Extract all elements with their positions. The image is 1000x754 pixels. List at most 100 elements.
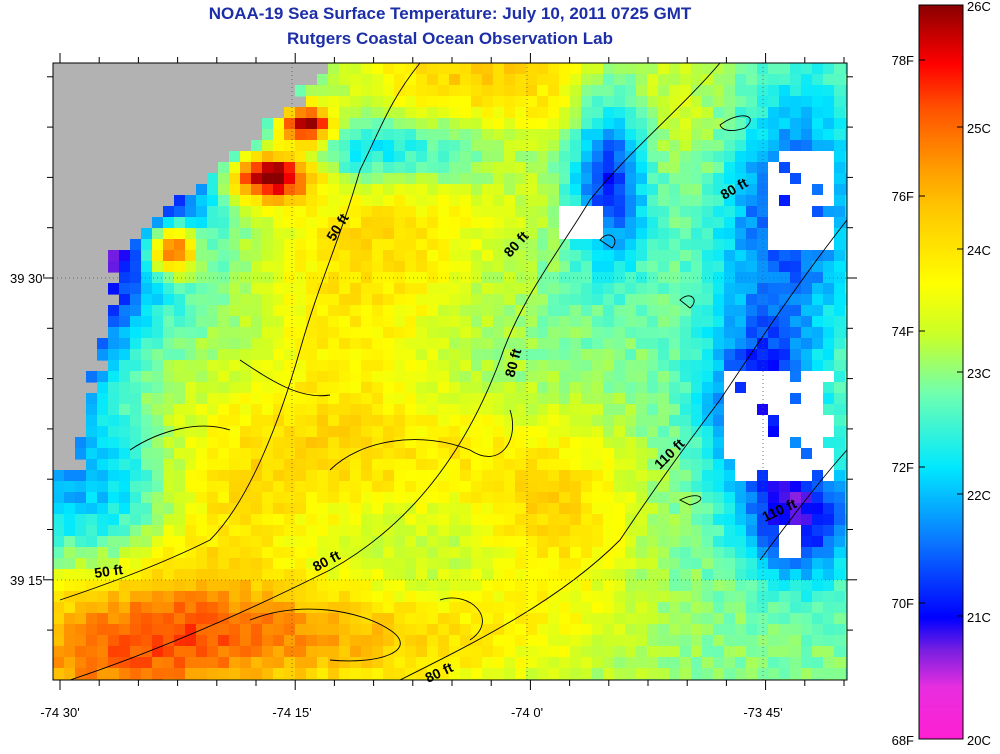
sst-cell: [570, 261, 582, 273]
sst-cell: [317, 349, 329, 361]
sst-cell: [746, 272, 758, 284]
sst-cell: [240, 371, 252, 383]
sst-cell: [383, 415, 395, 427]
sst-cell: [482, 162, 494, 174]
sst-cell: [746, 239, 758, 251]
sst-cell: [779, 536, 791, 548]
sst-cell: [570, 239, 582, 251]
sst-cell: [207, 591, 219, 603]
sst-cell: [823, 558, 835, 570]
sst-cell: [251, 646, 263, 658]
sst-cell: [691, 668, 703, 680]
sst-cell: [361, 327, 373, 339]
sst-cell: [768, 547, 780, 559]
sst-cell: [614, 129, 626, 141]
sst-cell: [372, 481, 384, 493]
celsius-label: 25C: [967, 121, 991, 136]
sst-cell: [845, 294, 847, 306]
fahrenheit-label: 78F: [892, 53, 914, 68]
depth-contour-line: [129, 425, 231, 451]
sst-cell: [669, 184, 681, 196]
sst-cell: [548, 217, 560, 229]
sst-cell: [262, 668, 274, 680]
sst-cell: [482, 580, 494, 592]
sst-cell: [119, 514, 131, 526]
sst-cell: [284, 360, 296, 372]
sst-cell: [768, 74, 780, 86]
sst-cell: [427, 327, 439, 339]
sst-cell: [779, 272, 791, 284]
sst-cell: [75, 514, 87, 526]
sst-cell: [757, 228, 769, 240]
sst-cell: [284, 514, 296, 526]
sst-cell: [317, 668, 329, 680]
sst-cell: [757, 580, 769, 592]
sst-cell: [317, 415, 329, 427]
sst-cell: [581, 657, 593, 669]
sst-cell: [75, 503, 87, 515]
sst-cell: [339, 250, 351, 262]
sst-cell: [350, 459, 362, 471]
sst-cell: [449, 382, 461, 394]
sst-cell: [185, 371, 197, 383]
sst-cell: [757, 657, 769, 669]
sst-cell: [482, 613, 494, 625]
sst-cell: [724, 437, 736, 449]
sst-cell: [845, 63, 847, 75]
sst-cell: [119, 261, 131, 273]
sst-cell: [746, 613, 758, 625]
sst-cell: [625, 272, 637, 284]
sst-cell: [812, 635, 824, 647]
sst-cell: [735, 239, 747, 251]
sst-cell: [295, 85, 307, 97]
sst-cell: [119, 426, 131, 438]
sst-cell: [130, 547, 142, 559]
sst-cell: [537, 360, 549, 372]
sst-cell: [625, 118, 637, 130]
sst-cell: [658, 217, 670, 229]
sst-cell: [845, 217, 847, 229]
sst-cell: [295, 184, 307, 196]
sst-cell: [449, 437, 461, 449]
sst-cell: [383, 558, 395, 570]
sst-cell: [581, 96, 593, 108]
sst-cell: [801, 437, 813, 449]
sst-cell: [493, 624, 505, 636]
sst-cell: [229, 624, 241, 636]
sst-cell: [75, 525, 87, 537]
sst-cell: [537, 151, 549, 163]
sst-cell: [372, 195, 384, 207]
sst-cell: [383, 426, 395, 438]
sst-cell: [141, 591, 153, 603]
sst-cell: [790, 63, 802, 75]
sst-cell: [130, 679, 142, 680]
sst-cell: [581, 448, 593, 460]
sst-cell: [119, 602, 131, 614]
sst-cell: [746, 74, 758, 86]
sst-cell: [658, 679, 670, 680]
sst-cell: [317, 283, 329, 295]
sst-cell: [812, 294, 824, 306]
sst-cell: [251, 624, 263, 636]
sst-cell: [130, 503, 142, 515]
sst-cell: [284, 613, 296, 625]
sst-cell: [262, 426, 274, 438]
sst-cell: [625, 668, 637, 680]
sst-cell: [471, 338, 483, 350]
sst-cell: [251, 591, 263, 603]
sst-cell: [559, 492, 571, 504]
sst-cell: [746, 85, 758, 97]
sst-cell: [53, 470, 65, 482]
sst-cell: [229, 459, 241, 471]
sst-cell: [295, 360, 307, 372]
sst-cell: [581, 525, 593, 537]
sst-cell: [383, 657, 395, 669]
sst-cell: [845, 393, 847, 405]
sst-cell: [295, 261, 307, 273]
sst-cell: [680, 228, 692, 240]
sst-cell: [284, 217, 296, 229]
sst-cell: [196, 569, 208, 581]
sst-cell: [526, 107, 538, 119]
sst-cell: [779, 250, 791, 262]
sst-cell: [790, 558, 802, 570]
